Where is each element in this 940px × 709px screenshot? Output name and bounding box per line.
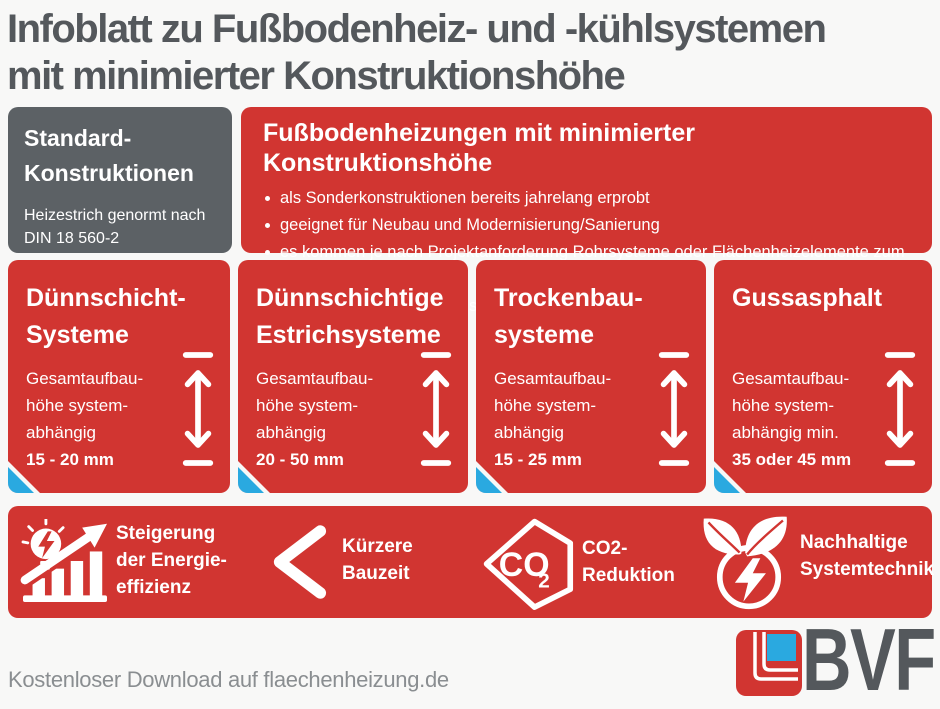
benefit-line: Steigerung [116, 523, 216, 544]
system-card-gussasphalt: Gussasphalt Gesamtaufbau- höhe system- a… [714, 260, 932, 493]
system-card-duennschicht: Dünnschicht- Systeme Gesamtaufbau- höhe … [8, 260, 230, 493]
standard-box-title: Standard- Konstruktionen [24, 121, 216, 191]
height-range-arrow-icon [420, 352, 452, 466]
card-body-line3: abhängig [26, 423, 96, 442]
card-title-line2: Systeme [26, 321, 129, 349]
card-height-value: 20 - 50 mm [256, 450, 344, 469]
card-body-line3: abhängig [256, 423, 326, 442]
card-title: Trockenbau- systeme [494, 280, 690, 356]
benefit-line: der Energie- [116, 550, 227, 571]
benefit-co2-reduction-label: CO2- Reduktion [582, 535, 675, 589]
card-body-line2: höhe system- [256, 396, 359, 415]
info-box-title: Fußbodenheizungen mit minimierter Konstr… [263, 119, 695, 177]
standard-constructions-box: Standard- Konstruktionen Heizestrich gen… [8, 107, 232, 253]
card-title-line2: Estrichsysteme [256, 321, 441, 349]
benefit-line: Kürzere [342, 536, 413, 557]
standard-box-title-line1: Standard- [24, 125, 132, 151]
card-title: Gussasphalt [732, 280, 916, 356]
card-height-value: 15 - 25 mm [494, 450, 582, 469]
page-title: Infoblatt zu Fußbodenheiz- und -kühlsyst… [7, 6, 937, 100]
card-body: Gesamtaufbau- höhe system- abhängig min.… [732, 365, 867, 473]
card-title-line1: Dünnschicht- [26, 284, 186, 312]
card-body-line2: höhe system- [732, 396, 835, 415]
height-range-arrow-icon [182, 352, 214, 466]
card-body-line3: abhängig [494, 423, 564, 442]
minimized-height-info-box: Fußbodenheizungen mit minimierter Konstr… [241, 107, 932, 315]
benefits-bar: Steigerung der Energie- effizienz Kürzer… [8, 506, 934, 618]
benefit-line: Reduktion [582, 565, 675, 586]
card-body-line1: Gesamtaufbau- [494, 369, 612, 388]
card-body-line2: höhe system- [494, 396, 597, 415]
card-height-value: 15 - 20 mm [26, 450, 114, 469]
energy-efficiency-chart-icon [20, 519, 107, 603]
benefit-line: Systemtechnik [800, 559, 935, 580]
card-title-line1: Dünnschichtige [256, 284, 444, 312]
card-body: Gesamtaufbau- höhe system- abhängig 15 -… [494, 365, 629, 473]
benefit-line: CO2- [582, 538, 628, 559]
benefit-energy-efficiency-label: Steigerung der Energie- effizienz [116, 520, 227, 601]
benefit-line: Nachhaltige [800, 532, 908, 553]
bullet-item: geeignet für Neubau und Modernisierung/S… [263, 212, 918, 239]
page-title-line2: mit minimierter Konstruktionshöhe [7, 54, 626, 98]
card-body-line2: höhe system- [26, 396, 129, 415]
download-link-text[interactable]: Kostenloser Download auf flaechenheizung… [8, 667, 449, 692]
card-title-line2: systeme [494, 321, 595, 349]
card-body-line1: Gesamtaufbau- [26, 369, 144, 388]
standard-box-body: Heizestrich genormt nach DIN 18 560-2 [24, 204, 216, 250]
height-range-arrow-icon [884, 352, 916, 466]
standard-box-body-line1: Heizestrich genormt nach [24, 207, 206, 224]
system-card-trockenbau: Trockenbau- systeme Gesamtaufbau- höhe s… [476, 260, 706, 493]
benefit-shorter-build-time-label: Kürzere Bauzeit [342, 533, 413, 587]
card-title: Dünnschicht- Systeme [26, 280, 214, 356]
standard-box-title-line2: Konstruktionen [24, 160, 194, 186]
card-height-value: 35 oder 45 mm [732, 450, 852, 469]
benefit-sustainable-tech-label: Nachhaltige Systemtechnik [800, 529, 934, 583]
card-title: Dünnschichtige Estrichsysteme [256, 280, 452, 356]
bvf-logo-icon [736, 630, 802, 696]
card-body: Gesamtaufbau- höhe system- abhängig 20 -… [256, 365, 391, 473]
leaf-energy-icon [703, 516, 787, 610]
card-title-line1: Gussasphalt [732, 284, 883, 312]
benefit-line: Bauzeit [342, 563, 410, 584]
card-title-line1: Trockenbau- [494, 284, 643, 312]
system-card-estrich: Dünnschichtige Estrichsysteme Gesamtaufb… [238, 260, 468, 493]
benefit-line: effizienz [116, 577, 191, 598]
card-body-line1: Gesamtaufbau- [256, 369, 374, 388]
standard-box-body-line2: DIN 18 560-2 [24, 230, 120, 247]
bvf-brand-text: BVF [802, 610, 936, 709]
card-body-line1: Gesamtaufbau- [732, 369, 850, 388]
height-range-arrow-icon [658, 352, 690, 466]
page-title-line1: Infoblatt zu Fußbodenheiz- und -kühlsyst… [7, 7, 827, 51]
co2-icon-subscript: 2 [538, 569, 550, 592]
co2-icon-text: CO [499, 546, 550, 584]
bullet-item: als Sonderkonstruktionen bereits jahrela… [263, 185, 918, 212]
less-than-icon [273, 525, 327, 599]
co2-house-icon: CO 2 [483, 518, 574, 610]
card-body: Gesamtaufbau- höhe system- abhängig 15 -… [26, 365, 161, 473]
card-body-line3: abhängig min. [732, 423, 839, 442]
